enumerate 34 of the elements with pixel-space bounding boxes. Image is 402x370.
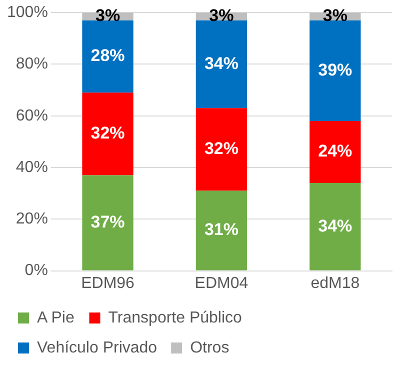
y-tick-label: 0% — [24, 262, 48, 280]
legend-label: A Pie — [37, 309, 74, 326]
legend-label: Vehículo Privado — [37, 339, 158, 356]
y-tick-label: 20% — [16, 210, 48, 228]
bar — [82, 20, 134, 93]
data-label: 39% — [318, 60, 352, 80]
data-label: 3% — [209, 6, 234, 26]
data-label: 32% — [204, 139, 238, 158]
data-label: 3% — [322, 6, 348, 26]
data-label: 34% — [318, 216, 352, 236]
data-label: 32% — [90, 124, 125, 143]
data-label: 24% — [318, 142, 352, 161]
legend-label: Transporte Público — [108, 309, 242, 326]
y-tick-label: 80% — [16, 56, 48, 73]
bar — [310, 121, 361, 184]
bar — [310, 20, 361, 122]
bar — [82, 92, 134, 176]
bar — [196, 190, 248, 270]
bar — [82, 175, 134, 270]
bar — [196, 108, 248, 191]
legend-label: Otros — [190, 339, 230, 356]
y-tick-label: 60% — [16, 107, 48, 124]
x-tick-label: EDM96 — [81, 274, 135, 292]
data-label: 31% — [204, 220, 238, 240]
y-tick-label: 40% — [16, 158, 48, 176]
data-label: 34% — [204, 54, 238, 73]
x-tick-label: edM18 — [310, 274, 360, 292]
x-tick-label: EDM04 — [194, 274, 248, 292]
data-label: 28% — [90, 46, 125, 66]
data-label: 37% — [90, 212, 125, 232]
bar — [196, 20, 248, 108]
y-tick-label: 100% — [7, 4, 48, 22]
bar — [310, 183, 361, 270]
data-label: 3% — [95, 6, 120, 26]
